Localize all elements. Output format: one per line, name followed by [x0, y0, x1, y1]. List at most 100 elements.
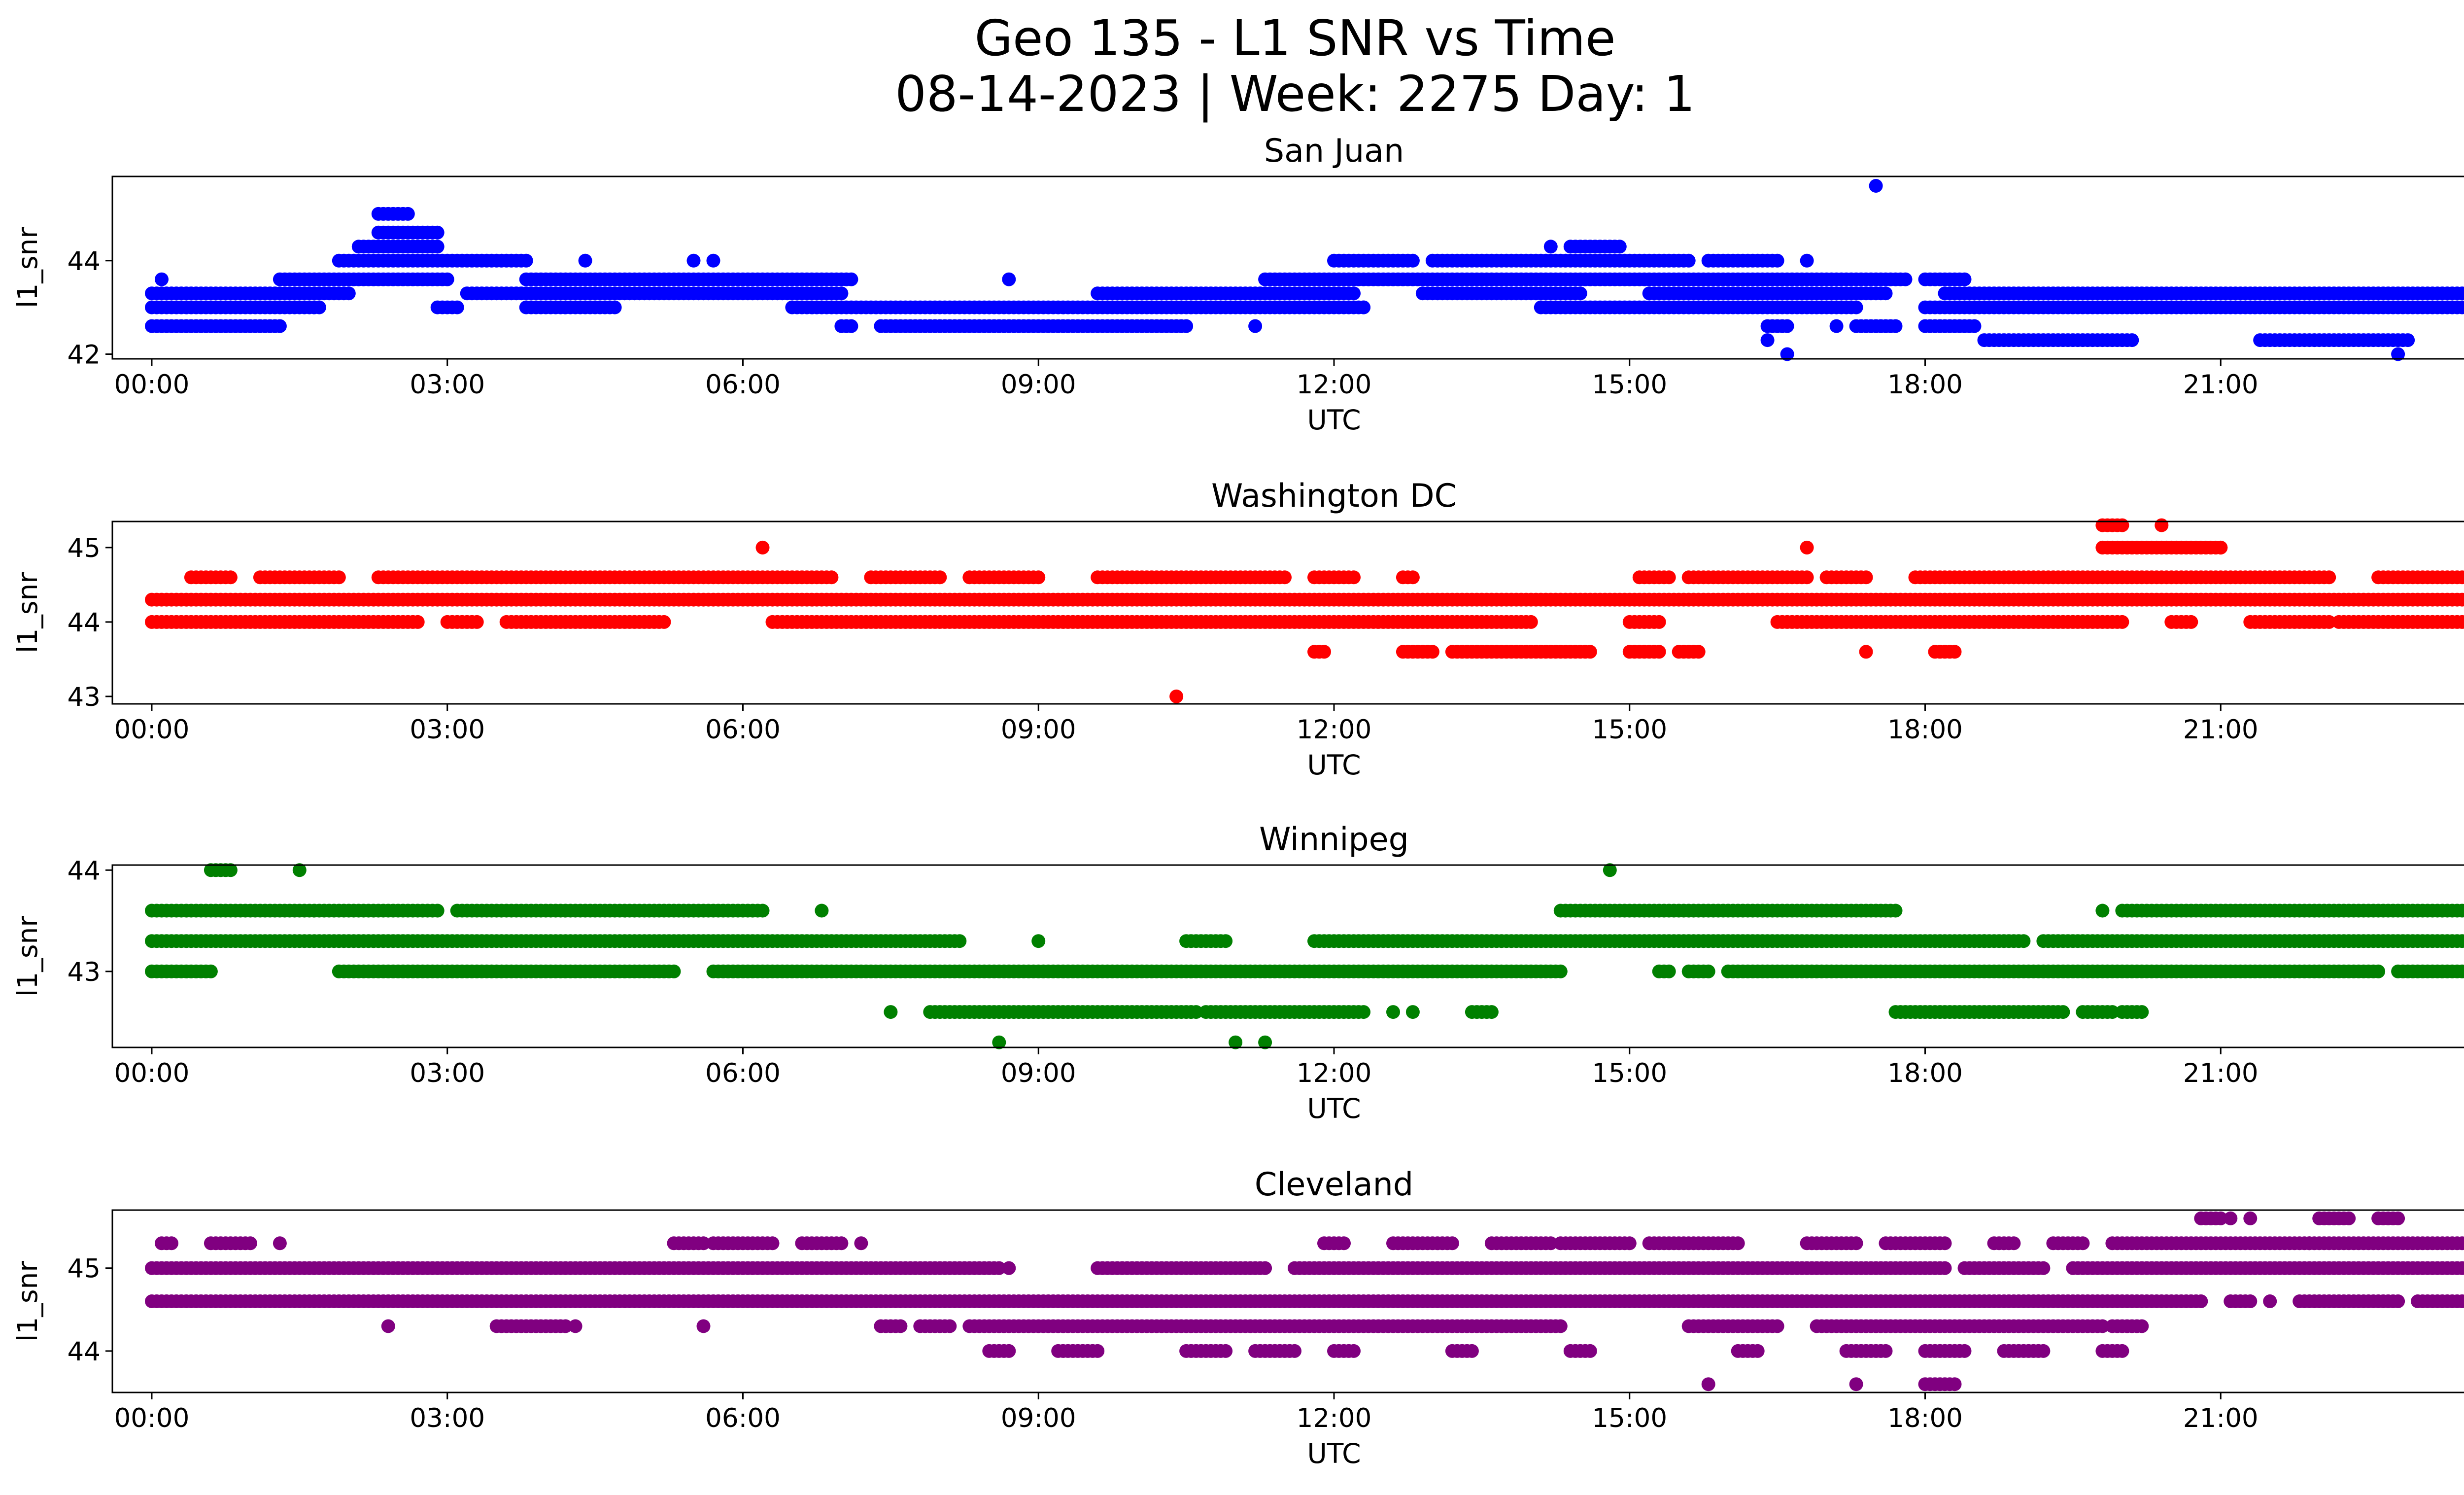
data-point: [1425, 645, 1439, 659]
data-point: [470, 615, 484, 629]
data-point: [1938, 1261, 1952, 1275]
x-tick-label: 09:00: [1001, 715, 1076, 745]
data-point: [2194, 1294, 2208, 1308]
data-point: [2036, 1261, 2051, 1275]
data-point: [1317, 645, 1331, 659]
data-point: [755, 904, 770, 918]
x-tick-label: 21:00: [2183, 715, 2259, 745]
data-point: [1357, 1005, 1370, 1019]
data-point: [1031, 934, 1046, 948]
data-point: [1701, 964, 1715, 978]
data-point: [844, 272, 858, 286]
data-point: [165, 1236, 178, 1251]
data-point: [411, 615, 425, 629]
y-tick-label: 45: [68, 533, 101, 563]
data-point: [1770, 253, 1784, 268]
data-point: [1977, 934, 1991, 948]
data-point: [1662, 570, 1676, 585]
data-point: [1849, 300, 1863, 314]
data-point: [657, 615, 671, 629]
data-point: [1760, 333, 1775, 348]
data-point: [1405, 253, 1420, 268]
data-point: [1347, 286, 1361, 301]
subplot-title: San Juan: [1264, 133, 1404, 170]
data-point: [696, 1236, 711, 1251]
data-point: [1337, 1236, 1351, 1251]
x-tick-label: 18:00: [1887, 1058, 1963, 1088]
data-point: [578, 253, 592, 268]
x-axis-label: UTC: [1307, 749, 1361, 781]
data-point: [2322, 570, 2336, 585]
x-tick-label: 12:00: [1297, 370, 1372, 400]
data-point: [1258, 1035, 1272, 1049]
x-tick-label: 03:00: [410, 715, 485, 745]
data-point: [1229, 1035, 1243, 1049]
x-tick-label: 06:00: [705, 1058, 781, 1088]
subplot-title: Winnipeg: [1259, 821, 1409, 858]
data-point: [1248, 319, 1263, 333]
data-point: [243, 1236, 257, 1251]
data-point: [2184, 615, 2198, 629]
data-point: [834, 286, 849, 301]
x-tick-label: 21:00: [2183, 370, 2259, 400]
x-tick-label: 18:00: [1887, 715, 1963, 745]
data-point: [1405, 570, 1420, 585]
data-point: [1681, 253, 1696, 268]
data-point: [1002, 272, 1016, 286]
data-point: [1169, 689, 1184, 703]
data-point: [2115, 615, 2129, 629]
data-point: [2460, 904, 2464, 917]
data-point: [2135, 1005, 2149, 1019]
data-point: [1800, 253, 1814, 268]
data-point: [1583, 645, 1597, 659]
data-point: [2401, 333, 2415, 348]
y-axis-label: l1_snr: [12, 916, 43, 997]
data-point: [2056, 1005, 2070, 1019]
data-point: [1573, 286, 1587, 301]
data-point: [2322, 615, 2336, 629]
data-point: [1189, 1005, 1203, 1019]
y-tick-label: 43: [68, 957, 101, 987]
x-axis-label: UTC: [1307, 404, 1361, 436]
data-point: [1967, 319, 1982, 333]
data-point: [2115, 518, 2129, 532]
data-point: [1524, 615, 1538, 629]
x-tick-label: 00:00: [114, 1058, 190, 1088]
data-point: [1386, 1005, 1400, 1019]
x-tick-label: 03:00: [410, 1058, 485, 1088]
data-point: [1898, 272, 1913, 286]
data-point: [1031, 570, 1046, 585]
data-point: [430, 225, 445, 240]
data-point: [1445, 1236, 1459, 1251]
data-point: [430, 240, 445, 254]
data-point: [2095, 904, 2110, 918]
subplot-title: Cleveland: [1255, 1166, 1413, 1203]
figure-title-line2: 08-14-2023 | Week: 2275 Day: 1: [895, 65, 1695, 123]
data-point: [223, 570, 238, 585]
x-tick-label: 21:00: [2183, 1058, 2259, 1088]
data-point: [1543, 240, 1558, 254]
data-point: [440, 272, 454, 286]
data-point: [844, 319, 858, 333]
y-axis-label: l1_snr: [12, 572, 43, 653]
data-point: [2125, 333, 2139, 348]
data-point: [824, 570, 839, 585]
data-point: [342, 286, 356, 301]
data-point: [2460, 616, 2464, 628]
data-point: [2105, 1005, 2120, 1019]
data-point: [992, 1261, 1006, 1275]
data-point: [1948, 645, 1962, 659]
y-axis-label: l1_snr: [12, 227, 43, 308]
data-point: [155, 272, 169, 286]
x-tick-label: 12:00: [1297, 715, 1372, 745]
x-tick-label: 03:00: [410, 370, 485, 400]
data-point: [1829, 319, 1844, 333]
data-point: [933, 570, 947, 585]
data-point: [953, 934, 967, 948]
data-point: [1888, 319, 1903, 333]
data-point: [1800, 570, 1814, 585]
data-point: [519, 253, 533, 268]
y-tick-label: 44: [68, 246, 101, 277]
x-axis-label: UTC: [1307, 1093, 1361, 1124]
